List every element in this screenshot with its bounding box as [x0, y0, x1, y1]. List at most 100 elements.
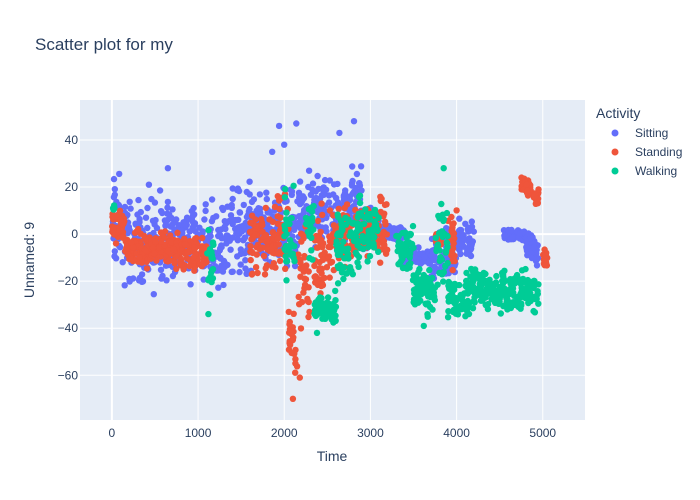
data-point: [126, 227, 133, 234]
data-point: [256, 205, 264, 212]
legend-item-walking[interactable]: Walking: [611, 164, 678, 178]
data-point: [189, 218, 196, 225]
data-point: [144, 224, 151, 232]
data-point: [380, 237, 388, 245]
data-point: [409, 222, 417, 230]
data-point: [136, 254, 143, 261]
data-point: [322, 186, 330, 193]
data-point: [440, 165, 447, 172]
data-point: [173, 265, 180, 272]
data-point: [430, 292, 438, 299]
data-point: [286, 321, 293, 328]
data-point: [525, 284, 532, 292]
data-point: [292, 355, 299, 363]
data-point: [311, 262, 318, 270]
data-point: [420, 322, 427, 330]
data-point: [440, 216, 448, 223]
data-point: [404, 241, 412, 248]
data-point: [205, 310, 212, 318]
data-point: [349, 271, 356, 278]
data-point: [117, 216, 124, 224]
data-point: [522, 265, 529, 273]
data-point: [270, 260, 277, 267]
data-point: [353, 251, 361, 258]
data-point: [208, 278, 215, 286]
data-point: [468, 223, 476, 230]
data-point: [343, 270, 350, 277]
data-point: [151, 250, 158, 257]
data-point: [221, 218, 228, 225]
data-point: [148, 195, 155, 203]
data-point: [429, 274, 436, 282]
data-point: [246, 178, 253, 185]
data-point: [292, 369, 299, 376]
legend-item-sitting[interactable]: Sitting: [611, 126, 669, 140]
data-point: [285, 308, 292, 316]
data-point: [283, 209, 290, 216]
data-point: [229, 185, 236, 192]
data-point: [360, 220, 368, 228]
data-point: [205, 233, 212, 241]
data-point: [434, 241, 442, 248]
data-point: [438, 200, 445, 208]
data-point: [329, 312, 336, 320]
data-point: [166, 211, 173, 218]
data-point: [276, 257, 284, 265]
data-point: [164, 165, 172, 172]
data-point: [297, 325, 305, 332]
data-point: [318, 200, 325, 207]
data-point: [446, 292, 454, 299]
data-point: [480, 269, 487, 277]
legend-title: Activity: [596, 105, 640, 121]
data-point: [264, 246, 271, 253]
data-point: [477, 297, 485, 304]
data-point: [326, 177, 333, 184]
data-point: [499, 285, 506, 292]
data-point: [524, 244, 531, 251]
legend-item-standing[interactable]: Standing: [611, 145, 683, 159]
data-point: [322, 224, 329, 231]
data-point: [469, 305, 477, 312]
data-point: [335, 205, 342, 212]
data-point: [343, 246, 350, 253]
data-point: [350, 118, 358, 125]
data-point: [478, 281, 485, 289]
data-point: [284, 220, 291, 228]
data-point: [429, 306, 436, 313]
data-point: [297, 230, 305, 237]
data-point: [209, 239, 217, 246]
data-point: [135, 196, 142, 204]
data-point: [262, 265, 269, 272]
data-point: [301, 254, 308, 261]
data-point: [468, 240, 475, 248]
data-point: [438, 271, 446, 278]
data-point: [501, 232, 508, 239]
data-point: [300, 289, 307, 296]
data-point: [276, 205, 283, 213]
data-point: [434, 281, 441, 288]
data-point: [446, 281, 453, 288]
data-point: [312, 188, 319, 195]
data-point: [530, 277, 538, 285]
data-point: [295, 251, 302, 258]
data-point: [393, 232, 400, 240]
data-point: [281, 141, 288, 148]
data-point: [382, 221, 389, 228]
data-point: [338, 225, 346, 232]
data-point: [202, 201, 209, 208]
data-point: [247, 256, 254, 264]
data-point: [542, 252, 549, 259]
data-point: [360, 238, 368, 246]
data-point: [126, 198, 133, 205]
data-point: [456, 281, 463, 289]
data-point: [312, 194, 320, 202]
data-point: [157, 208, 165, 215]
data-point: [318, 280, 326, 287]
data-point: [259, 222, 266, 229]
data-point: [316, 237, 323, 245]
data-point: [228, 216, 236, 223]
data-point: [306, 254, 313, 262]
data-point: [150, 291, 157, 298]
data-point: [269, 218, 277, 225]
data-point: [508, 226, 515, 234]
